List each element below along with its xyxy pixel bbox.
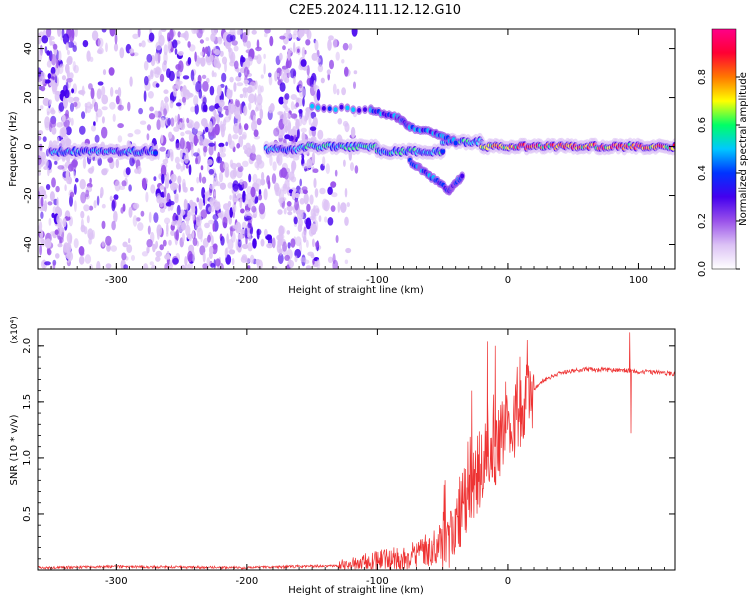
spectrogram-heatmap <box>38 29 675 269</box>
colorbar-tick-label: 0.0 <box>697 261 708 277</box>
snr-background <box>38 329 675 570</box>
colorbar-label: Normalized spectral amplitude <box>738 72 749 226</box>
x-tick-label: 0 <box>505 576 511 587</box>
snr-x-ticks: -300 -200 -100 0 <box>50 329 665 587</box>
x-tick-label: 0 <box>505 275 511 286</box>
snr-series-line <box>38 332 675 570</box>
y-tick-label: 1.5 <box>22 394 33 410</box>
colorbar-tick-label: 0.8 <box>697 69 708 85</box>
x-tick-label: -200 <box>236 576 259 587</box>
x-tick-label: -100 <box>366 576 389 587</box>
x-tick-label: -300 <box>105 275 128 286</box>
colorbar-tick-label: 0.2 <box>697 213 708 229</box>
y-tick-label: -40 <box>23 236 34 252</box>
spectrogram-frame <box>37 28 676 270</box>
x-tick-label: -100 <box>366 275 389 286</box>
snr-frame <box>37 328 676 571</box>
colorbar: 0.0 0.2 0.4 0.6 0.8 Normalized spectral ampl… <box>697 28 749 277</box>
y-tick-label: 40 <box>23 42 34 55</box>
colorbar-tick-label: 0.6 <box>697 117 708 133</box>
figure-title: C2E5.2024.111.12.12.G10 <box>289 3 461 18</box>
snr-y-ticks: 0.5 1.0 1.5 2.0 <box>22 338 675 560</box>
x-tick-label: 100 <box>629 275 648 286</box>
y-tick-label: 0 <box>23 143 34 149</box>
y-tick-label: 2.0 <box>22 338 33 354</box>
y-tick-label: -20 <box>23 187 34 203</box>
spectrogram-y-label: Frequency (Hz) <box>8 111 19 187</box>
snr-panel: -300 -200 -100 0 0.5 1.0 1.5 2.0 Height of str… <box>9 316 676 596</box>
x-tick-label: -200 <box>236 275 259 286</box>
snr-y-label: SNR (10 * v/v) <box>9 414 20 485</box>
spectrogram-x-ticks: -300 -200 -100 0 100 <box>50 29 665 286</box>
y-tick-label: 1.0 <box>22 450 33 466</box>
spectrogram-y-ticks: -40 -20 0 20 40 <box>23 35 675 258</box>
colorbar-tick-label: 0.4 <box>697 165 708 181</box>
snr-x-label: Height of straight line (km) <box>288 585 424 596</box>
y-tick-label: 20 <box>23 91 34 104</box>
snr-y-multiplier: (x10⁴) <box>10 316 20 343</box>
y-tick-label: 0.5 <box>22 506 33 522</box>
x-tick-label: -300 <box>105 576 128 587</box>
colorbar-ticks: 0.0 0.2 0.4 0.6 0.8 <box>697 69 740 277</box>
spectrogram-x-label: Height of straight line (km) <box>288 285 424 296</box>
colorbar-gradient <box>711 28 737 270</box>
